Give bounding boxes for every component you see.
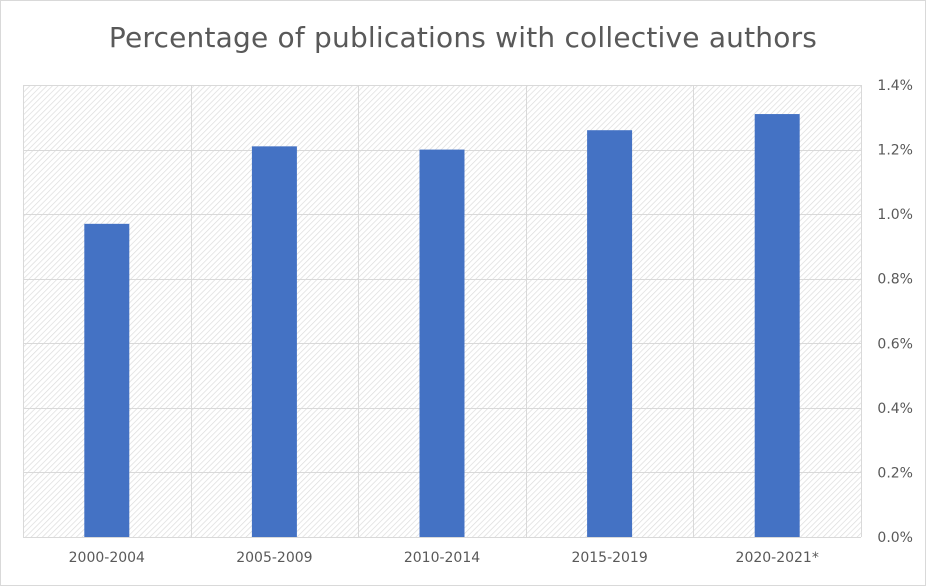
bar bbox=[587, 130, 633, 537]
bar-series bbox=[84, 114, 800, 538]
y-tick-label: 1.0% bbox=[877, 207, 913, 223]
bar bbox=[251, 146, 297, 538]
y-tick-label: 1.4% bbox=[877, 78, 913, 94]
y-tick-label: 1.2% bbox=[877, 143, 913, 159]
y-tick-label: 0.2% bbox=[877, 465, 913, 481]
x-tick-label: 2015-2019 bbox=[571, 550, 647, 566]
x-tick-label: 2020-2021* bbox=[736, 550, 819, 566]
bar bbox=[754, 114, 800, 538]
x-tick-label: 2010-2014 bbox=[404, 550, 480, 566]
y-axis-ticks: 0.0% 0.2% 0.4% 0.6% 0.8% 1.0% 1.2% 1.4% bbox=[877, 78, 913, 546]
y-tick-label: 0.0% bbox=[877, 530, 913, 546]
x-axis-ticks: 2000-2004 2005-2009 2010-2014 2015-2019 2020… bbox=[69, 550, 819, 566]
x-tick-label: 2000-2004 bbox=[69, 550, 145, 566]
x-tick-label: 2005-2009 bbox=[236, 550, 312, 566]
bar bbox=[419, 149, 465, 538]
y-tick-label: 0.8% bbox=[877, 272, 913, 288]
chart-title: Percentage of publications with collecti… bbox=[108, 21, 818, 54]
bar bbox=[84, 223, 130, 538]
y-tick-label: 0.6% bbox=[877, 336, 913, 352]
y-tick-label: 0.4% bbox=[877, 401, 913, 417]
